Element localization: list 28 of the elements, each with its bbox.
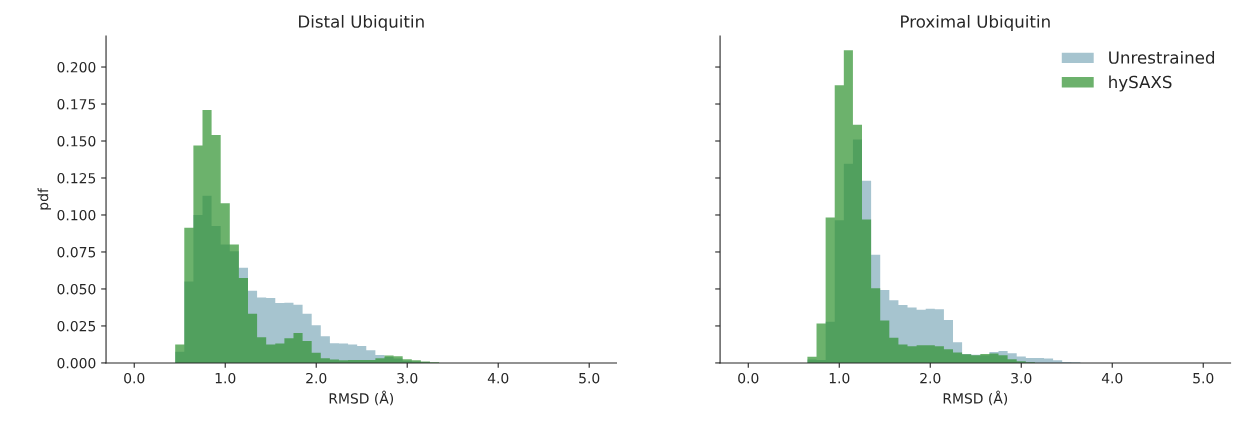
y-tick-label: 0.125 [57,172,96,184]
y-tick-label: 0.150 [57,135,96,147]
x-tick-label: 3.0 [397,372,418,384]
legend-label: hySAXS [1109,75,1172,92]
y-tick-label: 0.050 [57,283,96,295]
y-tick-label: 0.075 [57,246,96,258]
y-tick-label: 0.200 [57,61,96,73]
x-axis-title: RMSD (Å) [329,390,394,406]
legend-label: Unrestrained [1109,50,1215,64]
y-axis-title: pdf [37,187,51,210]
y-tick-label: 0.000 [57,357,96,369]
x-tick-label: 1.0 [829,372,850,384]
y-tick-label: 0.175 [57,98,96,110]
x-axis-title: RMSD (Å) [943,390,1008,406]
x-tick-label: 0.0 [738,372,759,384]
x-tick-label: 2.0 [306,372,327,384]
x-tick-label: 0.0 [124,372,145,384]
x-tick-label: 4.0 [1101,372,1123,384]
x-tick-label: 3.0 [1011,372,1032,384]
y-tick-label: 0.025 [57,320,96,332]
x-tick-label: 5.0 [1193,372,1214,384]
chart-title: Distal Ubiquitin [299,14,424,32]
y-tick-label: 0.100 [57,209,96,221]
x-tick-label: 1.0 [215,372,236,384]
x-tick-label: 4.0 [487,372,509,384]
x-tick-label: 5.0 [579,372,600,384]
x-tick-label: 2.0 [920,372,941,384]
chart-title: Proximal Ubiquitin [901,14,1050,32]
